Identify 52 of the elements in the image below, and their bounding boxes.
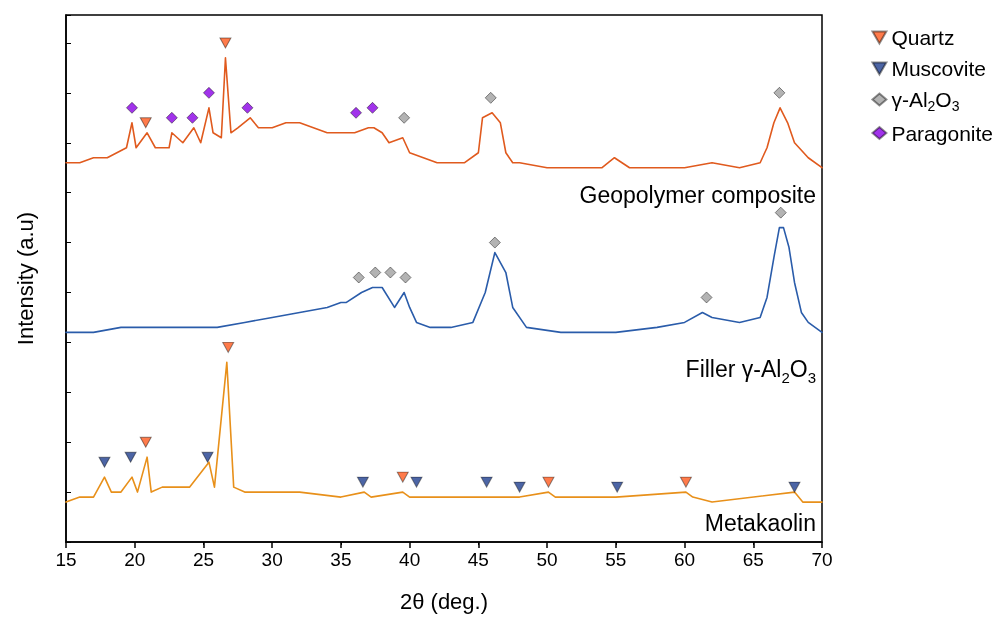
point xyxy=(350,106,363,119)
x-tick-label: 30 xyxy=(261,549,283,570)
x-tick-label: 20 xyxy=(124,549,146,570)
annotation: Filler γ-Al$_{2}$O$_{3}$ xyxy=(685,356,816,387)
point xyxy=(398,111,411,124)
point xyxy=(139,436,152,448)
annotation: Geopolymer composite xyxy=(579,182,816,209)
x-tick-label: 55 xyxy=(605,549,627,570)
point xyxy=(396,471,409,483)
point xyxy=(369,266,382,279)
x-tick-label: 40 xyxy=(399,549,421,570)
y-axis-title: Intensity (a.u) xyxy=(12,211,38,346)
point xyxy=(513,481,526,493)
point xyxy=(384,266,397,279)
point xyxy=(488,236,501,249)
legend-label: Muscovite xyxy=(891,57,986,80)
point xyxy=(356,476,369,488)
point xyxy=(222,341,235,353)
point xyxy=(201,451,214,463)
point xyxy=(788,481,801,493)
point xyxy=(410,476,423,488)
point xyxy=(366,101,379,114)
point xyxy=(125,101,138,114)
point xyxy=(399,271,412,284)
point xyxy=(679,476,692,488)
point xyxy=(542,476,555,488)
point xyxy=(484,91,497,104)
x-tick-label: 15 xyxy=(55,549,77,570)
point xyxy=(611,481,624,493)
point xyxy=(219,37,232,49)
x-tick-label: 45 xyxy=(467,549,489,570)
point xyxy=(241,101,254,114)
point xyxy=(480,476,493,488)
x-tick-label: 65 xyxy=(742,549,764,570)
x-tick-label: 35 xyxy=(330,549,352,570)
x-axis-title: 2θ (deg.) xyxy=(399,588,489,614)
x-tick-label: 25 xyxy=(192,549,215,570)
x-tick-label: 60 xyxy=(673,549,696,570)
point xyxy=(186,111,199,124)
point xyxy=(700,291,713,304)
point xyxy=(165,111,178,124)
legend-label: Paragonite xyxy=(891,121,993,145)
point xyxy=(352,271,365,284)
point xyxy=(202,86,215,99)
point xyxy=(98,456,111,468)
point xyxy=(773,86,786,99)
point xyxy=(139,117,152,129)
annotation: Metakaolin xyxy=(704,510,816,537)
point xyxy=(124,451,137,463)
legend-label: Quartz xyxy=(891,26,955,49)
x-tick-label: 50 xyxy=(536,549,558,570)
x-tick-label: 70 xyxy=(811,549,833,570)
